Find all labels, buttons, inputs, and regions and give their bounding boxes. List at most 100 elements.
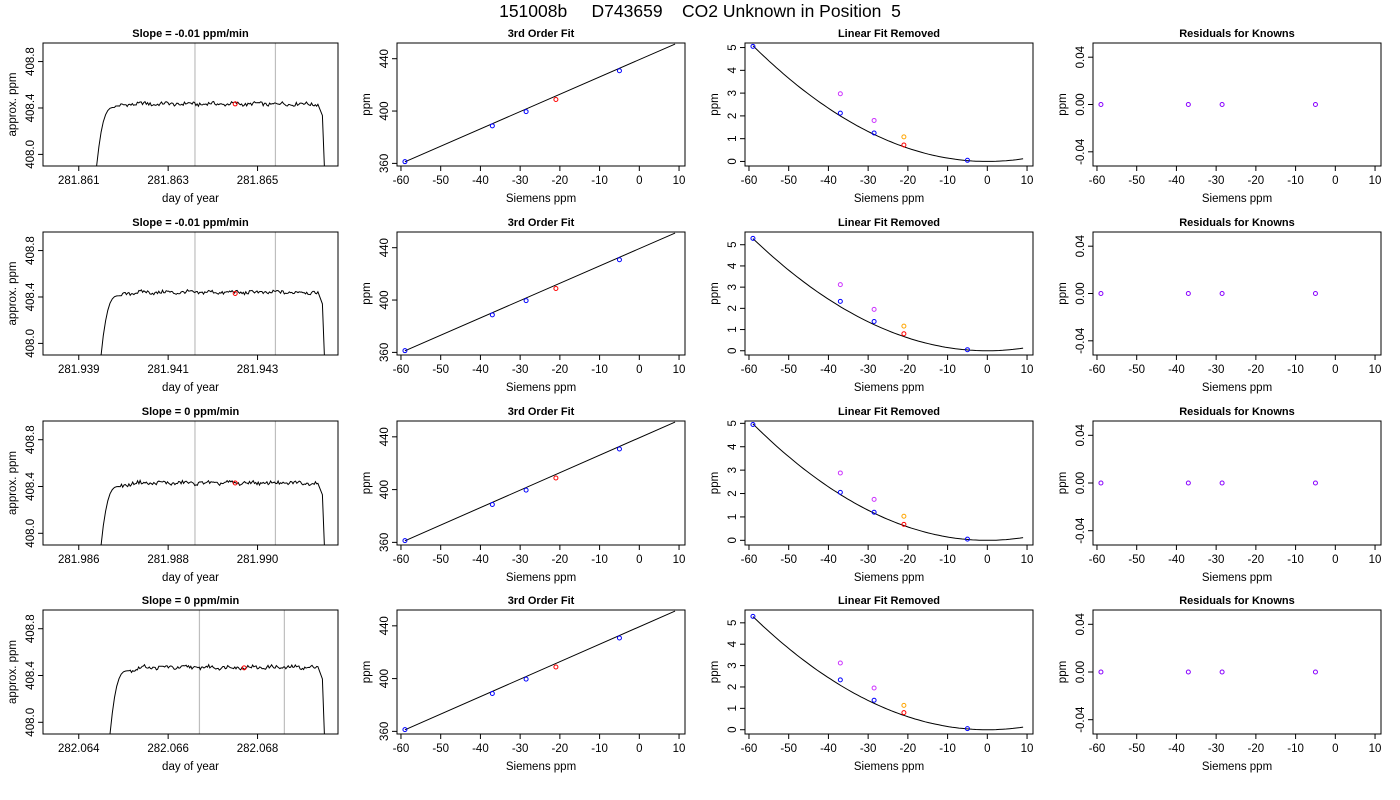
plot-frame — [396, 231, 686, 356]
residual-point — [1185, 480, 1191, 486]
unknown-point — [901, 142, 907, 148]
x-tick-label: -50 — [1128, 554, 1145, 566]
y-tick-label: 5 — [727, 242, 739, 248]
x-tick-label: 0 — [636, 554, 642, 566]
y-axis-label: approx. ppm — [7, 451, 19, 515]
x-tick-label: -60 — [393, 743, 410, 755]
x-tick-label: -10 — [939, 743, 956, 755]
known-point — [489, 502, 495, 508]
y-tick-label: 440 — [379, 49, 391, 68]
plot-area — [402, 610, 676, 733]
quadratic-curve — [752, 616, 1024, 731]
x-tick-label: -30 — [1208, 743, 1225, 755]
x-tick-label: 0 — [1332, 554, 1338, 566]
raw-known-point — [837, 282, 843, 288]
x-tick-label: -40 — [820, 743, 837, 755]
x-tick-label: -20 — [552, 175, 569, 187]
x-axis-label: day of year — [162, 761, 219, 773]
x-tick-label: -50 — [1128, 743, 1145, 755]
residuals-panel-r0: Residuals for Knowns -60 -50 -40 -30 -20 -10 0 1… — [1057, 28, 1382, 205]
timeseries-panel-r1: Slope = -0.01 ppm/min 281.939 281.941 281.9… — [7, 217, 339, 394]
x-tick-label: -50 — [780, 554, 797, 566]
x-tick-label: 281.988 — [147, 554, 189, 566]
quadratic-curve — [752, 238, 1024, 352]
x-axis-label: day of year — [162, 382, 219, 394]
x-tick-label: 282.064 — [58, 743, 100, 755]
known-point — [402, 538, 408, 544]
x-tick-label: -30 — [860, 554, 877, 566]
known-point — [871, 130, 877, 136]
y-tick-label: 2 — [727, 113, 739, 119]
panel-title: Slope = -0.01 ppm/min — [132, 28, 249, 40]
mean-point — [232, 291, 238, 296]
y-axis-label: ppm — [1057, 93, 1069, 115]
x-tick-label: 281.863 — [147, 175, 189, 187]
residual-point — [1098, 480, 1104, 486]
x-tick-label: 10 — [673, 743, 686, 755]
residuals-panel-r3: Residuals for Knowns -60 -50 -40 -30 -20 -10 0 1… — [1057, 595, 1382, 773]
x-tick-label: -10 — [939, 175, 956, 187]
known-point — [616, 68, 622, 74]
y-tick-label: 1 — [727, 705, 739, 711]
y-tick-label: 0.00 — [1075, 472, 1087, 494]
x-tick-label: -40 — [1168, 364, 1185, 376]
y-tick-label: 4 — [727, 67, 739, 74]
y-tick-label: 0.00 — [1075, 661, 1087, 683]
plot-area — [750, 613, 1024, 732]
x-tick-label: -60 — [1089, 175, 1106, 187]
y-tick-label: 1 — [727, 326, 739, 332]
y-tick-label: 408.8 — [25, 425, 37, 454]
x-tick-label: -50 — [780, 364, 797, 376]
y-tick-label: 4 — [727, 262, 739, 269]
x-axis-label: Siemens ppm — [854, 382, 924, 394]
known-point — [402, 348, 408, 354]
x-tick-label: 281.941 — [147, 364, 189, 376]
raw-known-point — [871, 685, 877, 691]
panel-title: Residuals for Knowns — [1179, 406, 1295, 418]
x-axis-label: Siemens ppm — [854, 193, 924, 205]
known-point — [489, 691, 495, 697]
known-point — [402, 727, 408, 733]
y-tick-label: 408.0 — [25, 329, 37, 358]
x-tick-label: -60 — [393, 175, 410, 187]
x-tick-label: 10 — [1369, 554, 1382, 566]
x-tick-label: -50 — [780, 175, 797, 187]
unknown-point — [901, 331, 907, 337]
x-tick-label: -20 — [900, 175, 917, 187]
raw-known-point — [871, 496, 877, 502]
plot-frame — [396, 42, 686, 167]
panel-title: Slope = -0.01 ppm/min — [132, 217, 249, 229]
x-tick-label: -50 — [432, 743, 449, 755]
y-axis-label: ppm — [361, 93, 373, 115]
x-tick-label: -30 — [1208, 364, 1225, 376]
x-tick-label: 10 — [673, 175, 686, 187]
mean-point — [241, 665, 247, 671]
known-point — [871, 509, 877, 515]
y-tick-label: 3 — [727, 284, 739, 290]
y-tick-label: 400 — [379, 290, 391, 309]
plot-frame — [42, 231, 339, 356]
known-point — [837, 489, 843, 495]
plot-area — [402, 232, 676, 354]
unknown-point — [553, 475, 559, 481]
known-point — [964, 157, 970, 163]
x-tick-label: 0 — [984, 743, 990, 755]
plot-area — [100, 232, 325, 355]
plot-area — [1098, 480, 1318, 486]
x-tick-label: 0 — [636, 175, 642, 187]
y-tick-label: 5 — [727, 620, 739, 626]
panel-title: Linear Fit Removed — [838, 217, 940, 229]
raw-known-point — [837, 91, 843, 97]
y-tick-label: 408.4 — [25, 472, 37, 501]
plot-area — [100, 421, 325, 545]
y-axis-label: ppm — [709, 93, 721, 115]
concentration-trace — [109, 663, 325, 734]
x-axis-label: Siemens ppm — [506, 761, 576, 773]
plot-frame — [42, 420, 339, 546]
x-tick-label: -40 — [820, 554, 837, 566]
y-tick-label: 408.0 — [25, 140, 37, 169]
x-tick-label: 281.990 — [237, 554, 279, 566]
x-tick-label: -20 — [552, 364, 569, 376]
x-tick-label: 0 — [636, 743, 642, 755]
y-tick-label: 4 — [727, 443, 739, 450]
